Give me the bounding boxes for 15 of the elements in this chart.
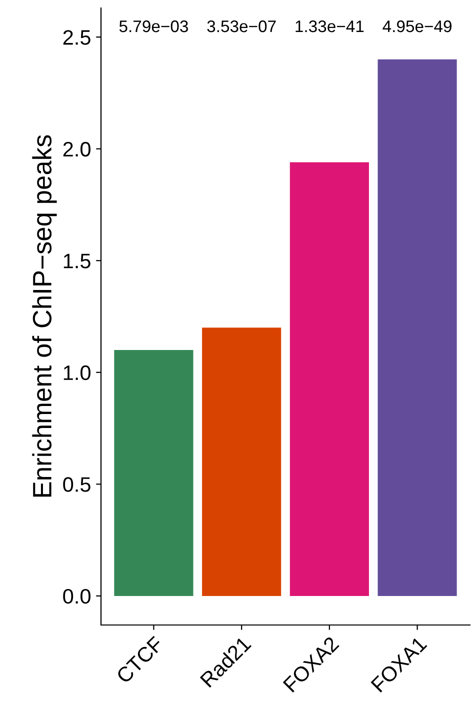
y-tick-label: 2.5 (63, 30, 90, 45)
annotation: 1.33e−41 (296, 20, 364, 32)
y-tick-label: 2.0 (63, 142, 90, 157)
y-tick-label: 1.5 (64, 254, 90, 268)
bar (114, 350, 194, 596)
annotation: 3.53e−07 (207, 20, 276, 32)
annotation: 5.79e−03 (119, 20, 188, 32)
bar (202, 328, 282, 596)
y-tick-label: 0.0 (63, 588, 90, 604)
y-axis-title: Enrichment of ChIP−seq peaks (32, 135, 57, 497)
annotation: 4.95e−49 (382, 20, 452, 32)
y-tick-label: 0.5 (63, 477, 90, 492)
bar (290, 162, 369, 596)
y-tick-label: 1.0 (64, 365, 90, 380)
bar (378, 59, 457, 596)
